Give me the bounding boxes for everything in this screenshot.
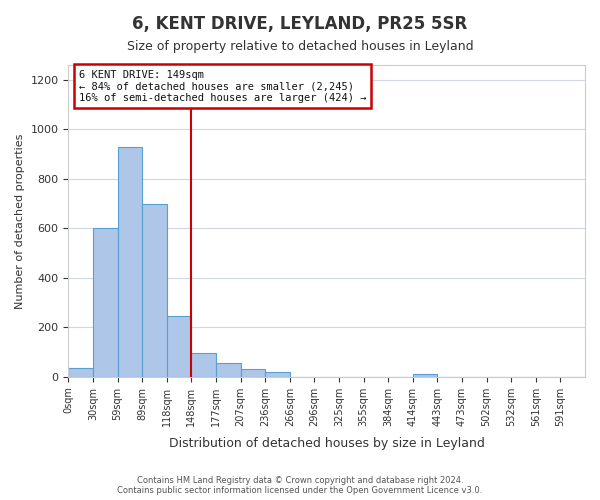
X-axis label: Distribution of detached houses by size in Leyland: Distribution of detached houses by size … xyxy=(169,437,485,450)
Bar xyxy=(191,354,216,377)
Bar xyxy=(118,146,142,377)
Bar xyxy=(241,370,265,377)
Bar xyxy=(413,374,437,377)
Text: 6 KENT DRIVE: 149sqm
← 84% of detached houses are smaller (2,245)
16% of semi-de: 6 KENT DRIVE: 149sqm ← 84% of detached h… xyxy=(79,70,366,103)
Text: Contains HM Land Registry data © Crown copyright and database right 2024.
Contai: Contains HM Land Registry data © Crown c… xyxy=(118,476,482,495)
Bar xyxy=(93,228,118,377)
Text: 6, KENT DRIVE, LEYLAND, PR25 5SR: 6, KENT DRIVE, LEYLAND, PR25 5SR xyxy=(133,15,467,33)
Bar xyxy=(265,372,290,377)
Bar xyxy=(142,204,167,377)
Text: Size of property relative to detached houses in Leyland: Size of property relative to detached ho… xyxy=(127,40,473,53)
Bar xyxy=(216,363,241,377)
Bar xyxy=(68,368,93,377)
Y-axis label: Number of detached properties: Number of detached properties xyxy=(15,133,25,308)
Bar xyxy=(167,316,191,377)
